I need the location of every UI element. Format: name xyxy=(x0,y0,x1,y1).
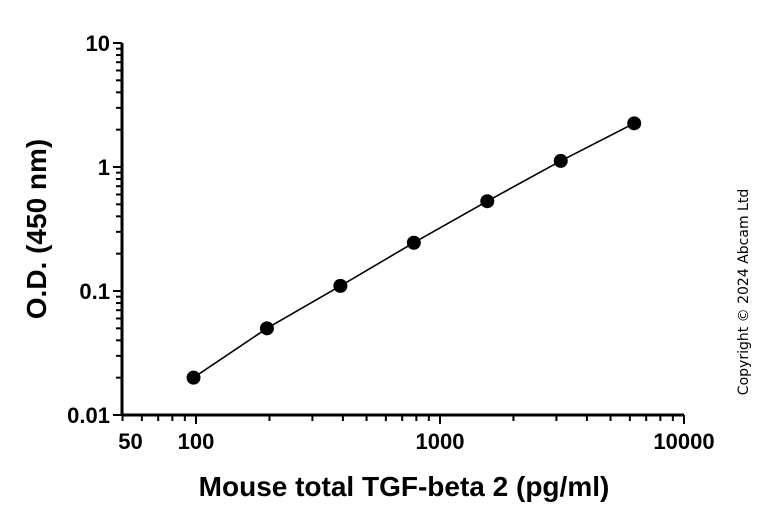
y-tick-label: 1 xyxy=(98,155,110,180)
data-point xyxy=(627,116,642,131)
data-point xyxy=(259,321,274,336)
x-tick-label: 10000 xyxy=(653,429,714,454)
data-point xyxy=(553,153,568,168)
data-points xyxy=(186,116,642,385)
tick-labels: 50 100 1000 10000 0.01 0.1 1 10 xyxy=(67,31,714,454)
data-point xyxy=(480,194,495,209)
data-point xyxy=(333,278,348,293)
y-axis-title: O.D. (450 nm) xyxy=(21,139,52,319)
x-axis-title: Mouse total TGF-beta 2 (pg/ml) xyxy=(199,471,610,502)
x-tick-label: 1000 xyxy=(416,429,465,454)
y-tick-label: 0.1 xyxy=(79,279,110,304)
fit-line xyxy=(193,122,635,379)
copyright-text: Copyright © 2024 Abcam Ltd xyxy=(736,189,752,395)
data-point xyxy=(406,235,421,250)
axes xyxy=(113,42,685,424)
x-tick-label: 50 xyxy=(118,429,142,454)
x-tick-label: 100 xyxy=(178,429,215,454)
y-tick-label: 10 xyxy=(86,31,110,56)
data-point xyxy=(186,370,201,385)
y-tick-label: 0.01 xyxy=(67,403,110,428)
